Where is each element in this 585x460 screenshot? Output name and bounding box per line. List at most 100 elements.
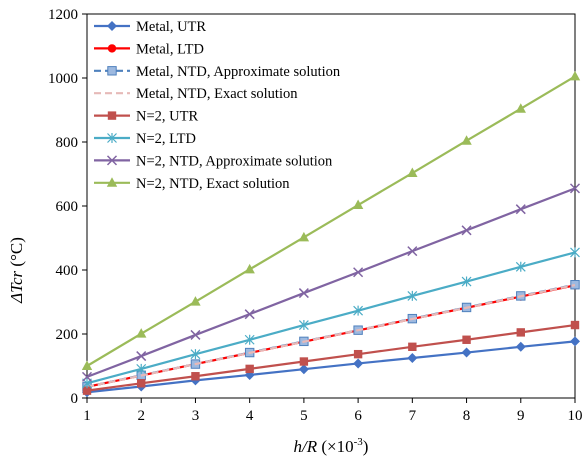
data-point	[461, 225, 472, 236]
x-tick-label: 1	[83, 408, 91, 424]
x-tick-label: 3	[192, 408, 200, 424]
y-axis-title-unit: (°C)	[7, 237, 26, 271]
data-point	[515, 103, 526, 113]
data-point	[107, 44, 117, 53]
y-axis-title: ΔTcr (°C)	[7, 237, 26, 304]
y-axis-title-main: ΔTcr	[7, 270, 26, 303]
x-tick-label: 6	[354, 408, 362, 424]
legend-item: N=2, NTD, Exact solution	[94, 176, 290, 192]
legend-item: Metal, UTR	[94, 19, 206, 35]
data-point	[106, 177, 118, 187]
data-point	[570, 320, 580, 330]
x-axis-title-exp: -3	[354, 436, 364, 448]
series-line	[86, 187, 576, 378]
series-line	[86, 283, 576, 388]
data-point	[136, 363, 147, 374]
series-4	[86, 283, 576, 388]
data-point	[515, 341, 526, 352]
y-tick-label: 200	[56, 327, 79, 343]
data-point	[106, 155, 118, 166]
series-1	[82, 336, 580, 398]
data-point	[407, 290, 418, 301]
y-tick-label: 1000	[48, 71, 78, 87]
legend-label: Metal, UTR	[136, 19, 206, 35]
data-point	[81, 360, 93, 370]
legend-label: N=2, NTD, Exact solution	[136, 176, 290, 192]
data-point	[191, 372, 200, 381]
data-point	[353, 305, 364, 316]
data-point	[461, 347, 472, 358]
data-point	[461, 276, 472, 287]
data-point	[570, 247, 580, 258]
legend-label: Metal, LTD	[136, 41, 204, 57]
data-point	[569, 70, 581, 81]
x-tick-label: 10	[568, 408, 583, 424]
data-point	[407, 353, 418, 363]
series-6	[82, 247, 580, 389]
legend: Metal, UTR Metal, LTD Metal, NTD, Approxim…	[94, 19, 341, 192]
y-tick-label: 400	[56, 263, 79, 279]
x-tick-label: 4	[246, 408, 254, 424]
data-point	[462, 335, 471, 344]
series-line	[86, 251, 576, 385]
y-tick-label: 600	[56, 199, 79, 215]
data-point	[81, 371, 93, 382]
data-point	[245, 364, 254, 374]
legend-item: N=2, UTR	[94, 109, 198, 125]
data-point	[107, 111, 117, 120]
data-point	[353, 267, 364, 278]
legend-item: N=2, NTD, Approximate solution	[94, 153, 333, 169]
data-point	[190, 349, 201, 360]
x-tick-label: 5	[300, 408, 308, 424]
data-point	[353, 349, 363, 359]
data-point	[107, 133, 117, 143]
data-point	[569, 183, 581, 194]
series-line	[86, 340, 576, 394]
series-line	[86, 323, 576, 392]
data-point	[190, 329, 201, 340]
x-tick-label: 8	[463, 408, 471, 424]
data-point	[407, 167, 418, 178]
legend-label: Metal, NTD, Approximate solution	[136, 64, 341, 80]
data-point	[244, 334, 255, 345]
data-point	[137, 379, 146, 388]
data-point	[136, 351, 147, 362]
y-tick-label: 1200	[48, 7, 78, 23]
x-tick-labels: 1 2 3 4 5 6 7 8 9 10	[83, 408, 582, 424]
legend-item: Metal, NTD, Approximate solution	[94, 64, 341, 80]
series-2	[82, 281, 580, 391]
x-tick-label: 2	[137, 408, 145, 424]
x-axis-title-unit: (×10	[317, 437, 354, 456]
legend-item: Metal, NTD, Exact solution	[94, 86, 298, 102]
data-point	[298, 231, 310, 242]
data-point	[299, 357, 309, 366]
y-tick-label: 800	[56, 135, 79, 151]
legend-label: N=2, UTR	[136, 109, 198, 125]
data-point	[107, 66, 117, 76]
x-tick-label: 9	[517, 408, 525, 424]
data-point	[298, 320, 309, 331]
series-layer	[81, 70, 581, 398]
x-axis-title-main: h/R	[294, 437, 318, 456]
axes	[82, 13, 576, 403]
data-point	[515, 204, 526, 215]
legend-label: N=2, NTD, Approximate solution	[136, 153, 333, 169]
data-point	[408, 342, 417, 351]
series-line	[86, 75, 576, 367]
legend-label: Metal, NTD, Exact solution	[136, 86, 298, 102]
y-tick-labels: 0 200 400 600 800 1000 1200	[48, 7, 78, 407]
x-axis-title-close: )	[363, 437, 369, 456]
data-point	[244, 263, 255, 274]
data-point	[136, 328, 147, 338]
data-point	[353, 358, 364, 369]
data-point	[82, 386, 92, 395]
x-tick-label: 7	[409, 408, 417, 424]
data-point	[352, 199, 364, 210]
series-7	[81, 183, 581, 382]
legend-label: N=2, LTD	[136, 131, 196, 147]
data-point	[516, 328, 525, 337]
legend-item: N=2, LTD	[94, 131, 196, 147]
series-5	[82, 320, 580, 395]
y-tick-label: 0	[71, 391, 79, 407]
